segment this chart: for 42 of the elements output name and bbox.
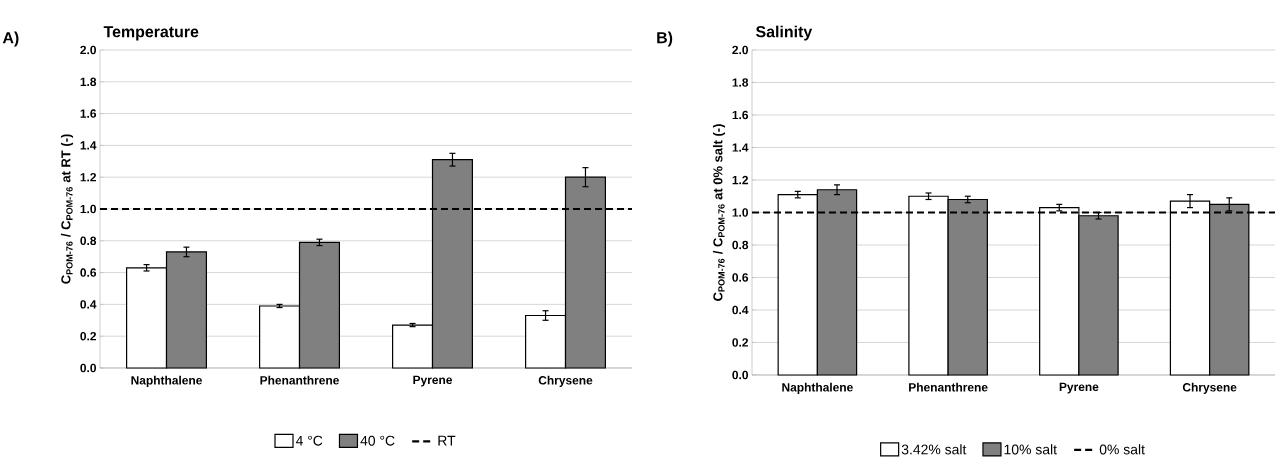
y-tick-label: 0.0 bbox=[732, 370, 748, 380]
y-tick-label: 1.2 bbox=[80, 173, 97, 182]
y-tick-label: 1.2 bbox=[732, 175, 749, 185]
x-tick-label: Chrysene bbox=[538, 375, 593, 387]
chart-title: Salinity bbox=[755, 25, 813, 41]
text: B) bbox=[657, 31, 673, 47]
y-axis-title: C$_{POM-76}$ / C$_{POM-76}$ at RT (-) bbox=[60, 134, 74, 284]
y-tick-label: 1.6 bbox=[732, 110, 749, 120]
y-tick-label: 0.4 bbox=[732, 305, 749, 315]
x-tick-label: Phenanthrene bbox=[909, 382, 988, 392]
x-tick-label: Chrysene bbox=[1182, 382, 1237, 394]
y-tick-label: 0.8 bbox=[732, 240, 749, 250]
y-tick-label: 1.8 bbox=[80, 77, 97, 87]
x-tick-label: Naphthalene bbox=[131, 375, 202, 387]
y-tick-label: 2.0 bbox=[80, 45, 96, 55]
chart-title: Temperature bbox=[103, 26, 199, 41]
legend-label: 40 °C bbox=[360, 435, 395, 446]
legend-label: RT bbox=[438, 435, 456, 446]
text: A) bbox=[2, 31, 19, 47]
legend-label: 0% salt bbox=[1099, 444, 1145, 455]
y-tick-label: 0.0 bbox=[80, 363, 96, 373]
y-tick-label: 2.0 bbox=[732, 45, 748, 55]
y-axis-title: C$_{POM-76}$ / C$_{POM-76}$ at 0% salt (-) bbox=[712, 124, 726, 301]
y-tick-label: 1.8 bbox=[732, 78, 749, 87]
y-tick-label: 1.0 bbox=[732, 208, 748, 217]
y-tick-label: 1.0 bbox=[80, 204, 96, 214]
y-tick-label: 1.4 bbox=[80, 141, 97, 150]
legend-label: 10% salt bbox=[1004, 444, 1057, 455]
y-tick-label: 0.2 bbox=[732, 338, 749, 347]
y-tick-label: 1.6 bbox=[80, 109, 97, 118]
y-tick-label: 0.6 bbox=[732, 273, 749, 282]
x-tick-label: Phenanthrene bbox=[260, 375, 339, 385]
x-tick-label: Naphthalene bbox=[782, 382, 853, 394]
x-tick-label: Pyrene bbox=[1059, 382, 1099, 394]
y-tick-label: 1.4 bbox=[732, 143, 749, 152]
x-tick-label: Pyrene bbox=[413, 375, 453, 387]
y-tick-label: 0.2 bbox=[80, 331, 97, 341]
y-tick-label: 0.8 bbox=[80, 236, 97, 246]
legend-label: 4 °C bbox=[295, 435, 323, 446]
y-tick-label: 0.4 bbox=[80, 300, 97, 309]
legend-label: 3.42% salt bbox=[901, 444, 967, 455]
y-tick-label: 0.6 bbox=[80, 268, 97, 277]
